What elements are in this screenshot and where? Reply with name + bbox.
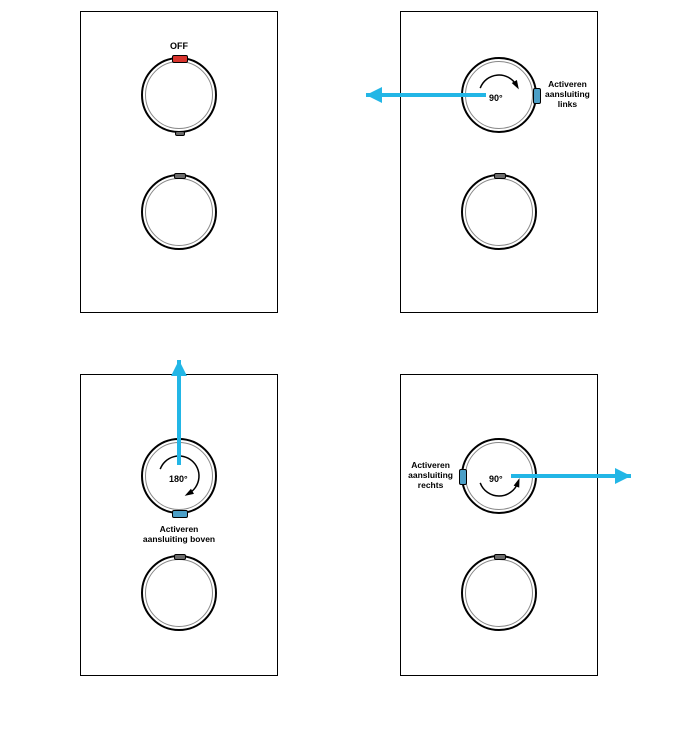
panel-svg — [321, 295, 677, 755]
panel-svg — [1, 295, 357, 755]
rotation-arc — [480, 483, 518, 496]
flow-arrow-head — [366, 87, 382, 103]
flow-arrow-head — [171, 360, 187, 376]
panel-tr: 90°Activerenaansluitinglinks — [400, 11, 598, 313]
rotation-arc-arrowhead — [514, 478, 520, 487]
panel-bl: 180°Activerenaansluiting boven — [80, 374, 278, 676]
rotation-arc — [480, 75, 516, 88]
panel-tl: OFF — [80, 11, 278, 313]
panel-br: 90°Activerenaansluitingrechts — [400, 374, 598, 676]
flow-arrow-head — [615, 468, 631, 484]
